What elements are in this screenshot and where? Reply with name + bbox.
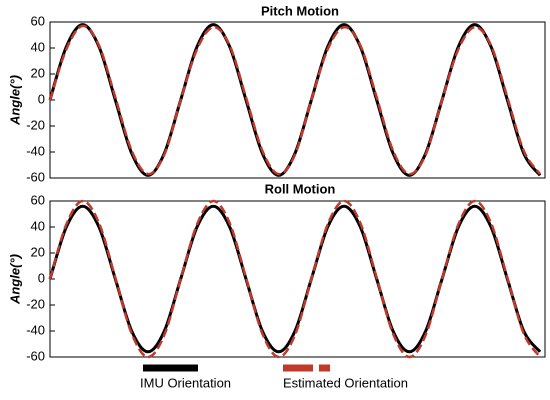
y-axis-label: Angle(°) (7, 254, 22, 305)
y-tick-label: 0 (38, 270, 45, 285)
y-tick-label: 60 (31, 192, 45, 207)
legend-label: Estimated Orientation (283, 375, 408, 390)
y-tick-label: 60 (31, 13, 45, 28)
chart-title: Pitch Motion (261, 3, 339, 18)
y-tick-label: -40 (26, 322, 45, 337)
series-line (48, 23, 542, 177)
series-line (48, 199, 542, 359)
y-tick-label: 40 (31, 39, 45, 54)
series-line (48, 204, 542, 354)
y-tick-label: 0 (38, 91, 45, 106)
y-tick-label: -20 (26, 117, 45, 132)
y-tick-label: 20 (31, 244, 45, 259)
y-tick-label: -60 (26, 169, 45, 184)
y-tick-label: 20 (31, 65, 45, 80)
plot-frame (49, 21, 546, 179)
chart-title: Roll Motion (265, 181, 336, 196)
y-axis-label: Angle(°) (7, 75, 22, 126)
y-tick-label: -60 (26, 348, 45, 363)
y-tick-label: -40 (26, 143, 45, 158)
y-tick-label: 40 (31, 218, 45, 233)
plot-frame (49, 200, 546, 358)
legend-label: IMU Orientation (140, 375, 231, 390)
y-tick-label: -20 (26, 296, 45, 311)
series-line (48, 24, 542, 176)
